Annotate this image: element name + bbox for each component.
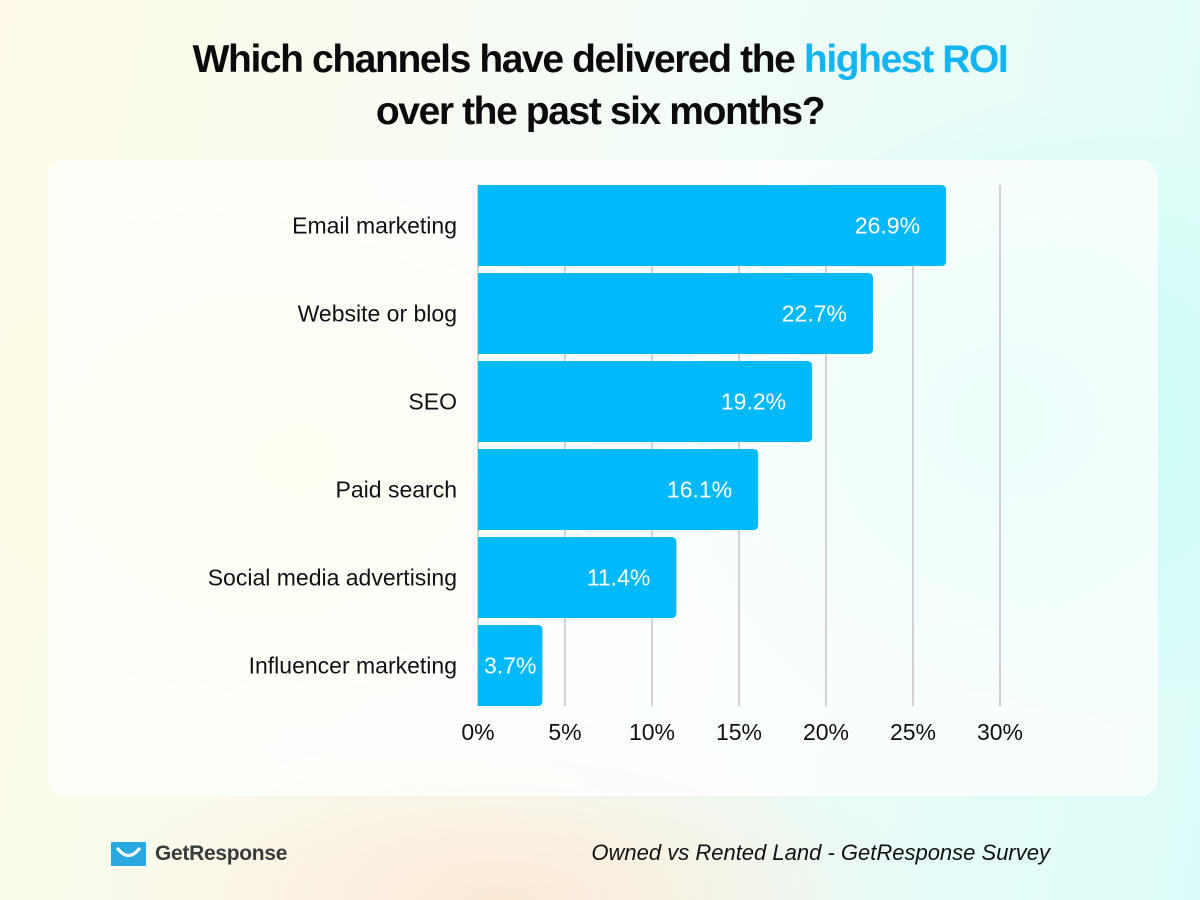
envelope-smile-icon [111, 842, 146, 866]
category-label: Influencer marketing [249, 653, 457, 679]
category-label: Social media advertising [208, 565, 457, 591]
chart-title: Which channels have delivered the highes… [0, 34, 1200, 138]
category-label: Website or blog [298, 301, 457, 327]
value-label: 16.1% [667, 477, 732, 503]
value-labels: 26.9% 22.7% 19.2% 16.1% 11.4% 3.7% [484, 213, 920, 679]
category-label: Paid search [336, 477, 457, 503]
bar [478, 537, 677, 618]
value-label: 11.4% [587, 565, 651, 591]
x-tick-label: 0% [461, 719, 494, 745]
x-tick-labels: 0% 5% 10% 15% 20% 25% 30% [461, 719, 1023, 745]
title-highlight: highest ROI [803, 38, 1009, 81]
bar [478, 361, 813, 442]
bar [478, 625, 543, 706]
x-tick-label: 20% [803, 719, 849, 745]
category-label: SEO [408, 389, 457, 415]
bar [478, 449, 759, 530]
bars [478, 185, 947, 706]
category-label: Email marketing [292, 213, 457, 239]
bar [478, 273, 873, 354]
value-label: 22.7% [782, 301, 847, 327]
value-label: 3.7% [484, 653, 536, 679]
brand-name: GetResponse [155, 842, 288, 865]
value-label: 19.2% [721, 389, 786, 415]
x-tick-label: 10% [629, 719, 675, 745]
x-tick-label: 25% [890, 719, 936, 745]
category-labels: Email marketing Website or blog SEO Paid se… [208, 213, 457, 679]
x-tick-label: 30% [977, 719, 1023, 745]
value-label: 26.9% [855, 213, 920, 239]
x-tick-label: 15% [716, 719, 762, 745]
x-tick-label: 5% [548, 719, 581, 745]
source-caption: Owned vs Rented Land - GetResponse Surve… [591, 840, 1050, 865]
title-line2: over the past six months? [375, 90, 826, 133]
gridlines [477, 185, 1001, 706]
getresponse-logo: GetResponse [111, 842, 287, 866]
bar [478, 185, 947, 266]
title-part1: Which channels have delivered the [192, 38, 804, 81]
